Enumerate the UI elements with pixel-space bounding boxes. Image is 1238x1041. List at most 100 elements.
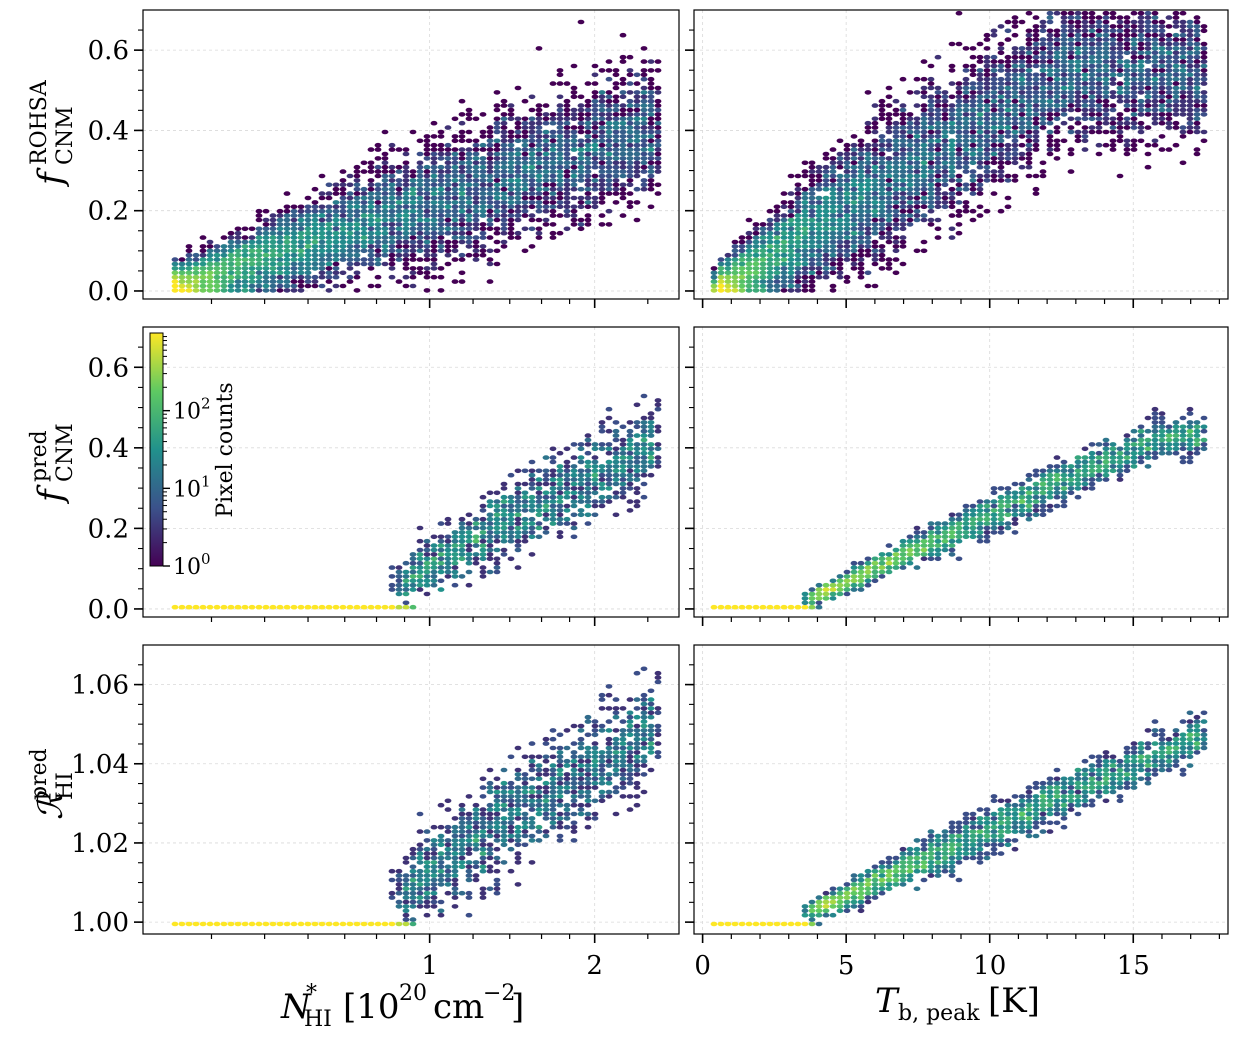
hexbin-cell [444,252,452,258]
hexbin-cell [990,81,998,86]
hexbin-cell [626,433,634,438]
hexbin-cell [234,252,242,258]
hexbin-cell [1046,508,1054,513]
hexbin-cell [612,103,620,108]
hexbin-cell [997,525,1005,531]
hexbin-cell [542,160,550,166]
hexbin-cell [997,208,1005,214]
hexbin-cell [1200,72,1208,78]
hexbin-cell [1011,50,1019,56]
hexbin-cell [990,59,998,64]
hexbin-cell [1123,59,1131,64]
hexbin-cell [850,186,858,192]
hexbin-cell [1137,98,1145,104]
hexbin-cell [801,283,809,289]
hexbin-cell [1095,120,1103,126]
hexbin-cell [787,257,795,262]
hexbin-cell [640,120,648,126]
hexbin-cell [864,217,872,223]
hexbin-cell [836,151,844,157]
hexbin-cell [976,41,984,47]
hexbin-cell [1004,499,1012,504]
hexbin-cell [626,780,634,786]
hexbin-cell [549,446,557,452]
hexbin-cell [640,164,648,170]
hexbin-cell [192,288,200,293]
hexbin-cell [591,112,599,117]
hexbin-cell [556,499,564,504]
hexbin-cell [570,112,578,117]
hexbin-cell [458,195,466,201]
hexbin-cell [1130,68,1138,73]
hexbin-cell [1067,107,1075,113]
hexbin-cell [423,591,431,597]
hexbin-cell [997,103,1005,108]
hexbin-cell [1130,46,1138,51]
hexbin-cell [591,173,599,179]
hexbin-cell [794,217,802,223]
hexbin-cell [206,261,214,267]
hexbin-cell [458,516,466,522]
hexbin-cell [556,195,564,201]
hexbin-cell [486,151,494,157]
hexbin-cell [1158,112,1166,117]
hexbin-cell [563,208,571,214]
hexbin-cell [990,160,998,166]
hexbin-cell [1130,142,1138,148]
hexbin-cell [892,138,900,144]
hexbin-cell [654,182,662,188]
hexbin-cell [913,538,921,544]
hexbin-cell [983,525,991,531]
hexbin-cell [1158,120,1166,126]
hexbin-cell [885,191,893,196]
hexbin-cell [430,864,438,870]
hexbin-cell [563,182,571,188]
hexbin-cell [850,156,858,161]
hexbin-cell [493,838,501,843]
hexbin-cell [1151,28,1159,34]
hexbin-cell [353,270,361,276]
hexbin-cell [955,213,963,218]
hexbin-cell [472,846,480,852]
hexbin-cell [920,164,928,170]
hexbin-cell [1193,112,1201,117]
hexbin-cell [395,578,403,584]
hexbin-cell [1158,424,1166,430]
hexbin-cell [500,494,508,500]
hexbin-cell [1081,129,1089,135]
hexbin-cell [647,459,655,465]
hexbin-cell [220,235,228,240]
hexbin-cell [598,464,606,469]
hexbin-cell [955,10,963,16]
hexbin-cell [626,719,634,724]
hexbin-cell [1095,98,1103,104]
hexbin-cell [829,582,837,588]
hexbin-cell [913,156,921,161]
hexbin-cell [920,125,928,130]
hexbin-cell [850,164,858,170]
hexbin-cell [353,274,361,280]
hexbin-cell [423,543,431,548]
hexbin-cell [1025,503,1033,509]
hexbin-cell [514,138,522,144]
hexbin-cell [1088,63,1096,69]
hexbin-cell [1074,54,1082,60]
hexbin-cell [864,208,872,214]
hexbin-cell [584,767,592,773]
hexbin-cell [395,186,403,192]
hexbin-cell [878,186,886,192]
hexbin-cell [1011,178,1019,183]
hexbin-cell [521,134,529,139]
hexbin-cell [871,169,879,174]
hexbin-cell [913,191,921,196]
hexbin-cell [878,178,886,183]
hexbin-cell [535,230,543,236]
hexbin-cell [185,266,193,271]
hexbin-cell [1053,41,1061,47]
hexbin-cell [605,406,613,412]
hexbin-cell [542,512,550,518]
hexbin-cell [857,578,865,584]
hexbin-cell [192,283,200,289]
hexbin-cell [1172,450,1180,456]
hexbin-cell [346,213,354,218]
